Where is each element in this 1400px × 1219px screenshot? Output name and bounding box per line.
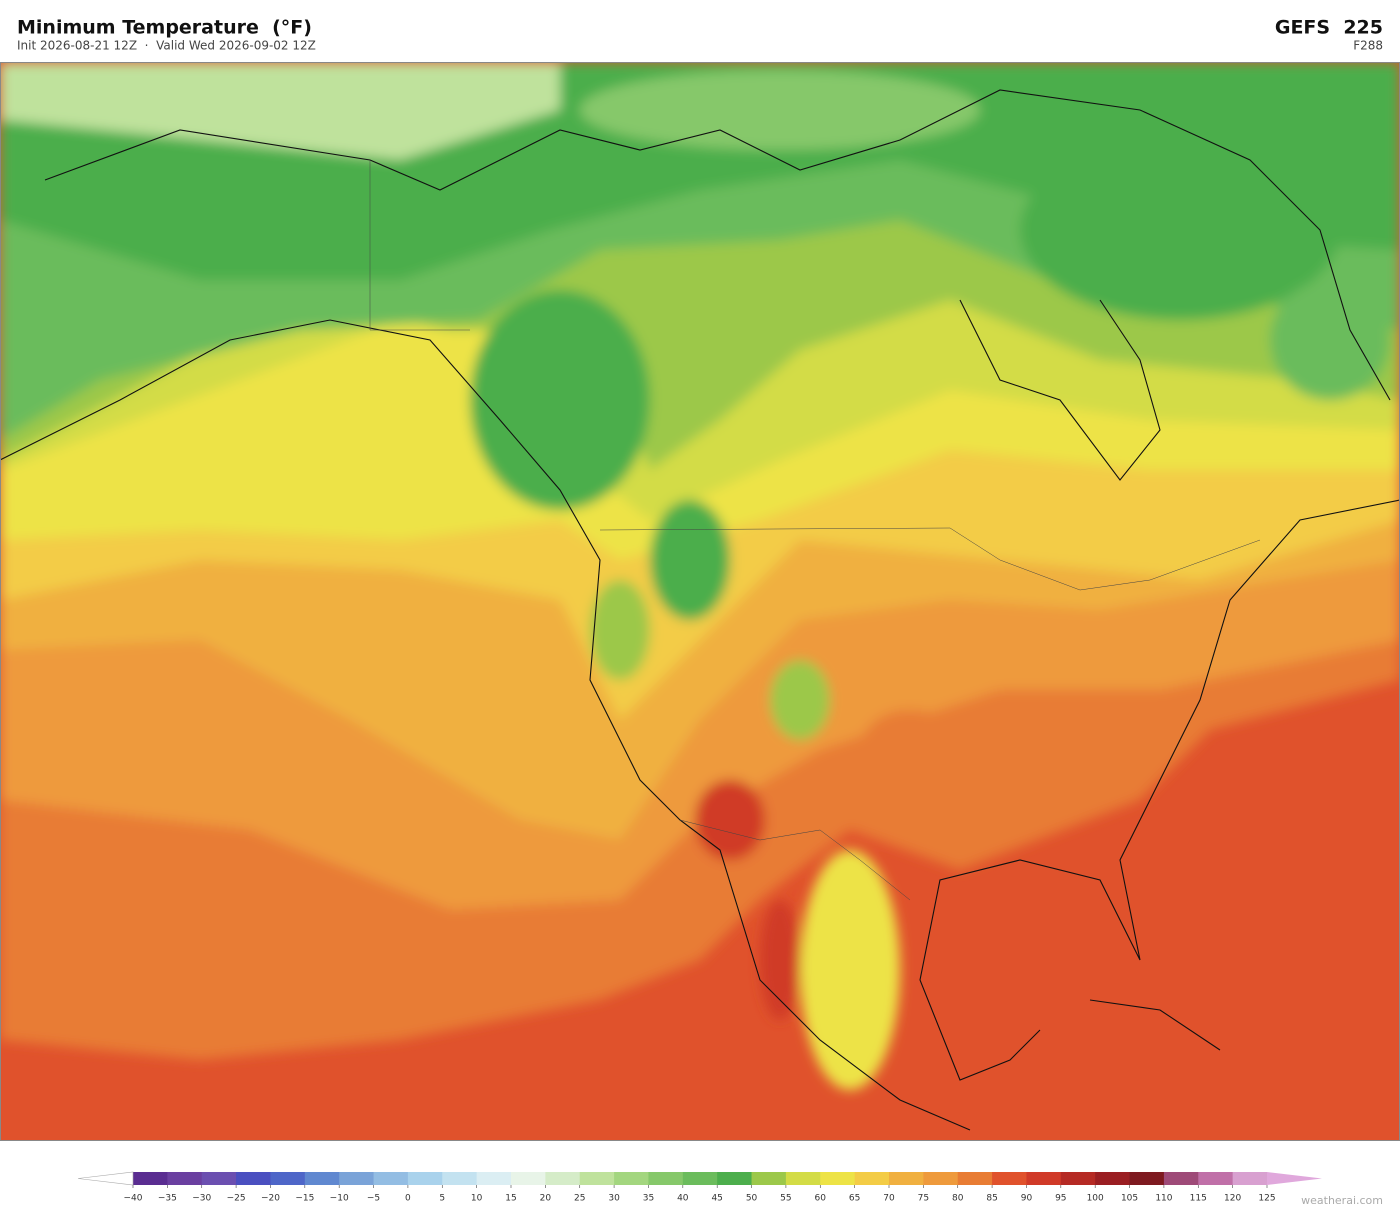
colorbar-tick-label: −15	[295, 1194, 314, 1204]
colorbar-bin	[1198, 1172, 1234, 1185]
colorbar-bin	[648, 1172, 684, 1185]
colorbar-bin	[923, 1172, 959, 1185]
colorbar-tick-label: −40	[124, 1194, 143, 1204]
colorbar-tick-label: 60	[815, 1194, 827, 1204]
colorbar-bin	[1163, 1172, 1199, 1185]
colorbar-tick-label: 115	[1190, 1194, 1207, 1204]
colorbar-tick-label: 45	[711, 1194, 722, 1204]
colorbar-tick-label: 5	[439, 1194, 445, 1204]
field	[0, 62, 1400, 1090]
colorbar-tick-label: 65	[849, 1194, 860, 1204]
colorbar-bin	[751, 1172, 787, 1185]
colorbar-tick-label: 50	[746, 1194, 758, 1204]
colorbar-tick-label: 40	[677, 1194, 689, 1204]
colorbar-tick-label: 35	[643, 1194, 654, 1204]
colorbar-bin	[511, 1172, 546, 1185]
colorbar-bin	[785, 1172, 821, 1185]
borders	[369, 160, 1261, 901]
colorbar-bin	[614, 1172, 649, 1185]
colorbar-bin	[992, 1172, 1027, 1185]
forecast-hour: F288	[1353, 39, 1383, 53]
subtitle: Init 2026-08-21 12Z · Valid Wed 2026-09-…	[17, 39, 316, 53]
colorbar-bin	[201, 1172, 237, 1185]
colorbar-bin	[133, 1172, 168, 1185]
colorbar-tick-label: −20	[261, 1194, 280, 1204]
colorbar-tick-label: 25	[574, 1194, 585, 1204]
colorbar-tick-label: 75	[918, 1194, 929, 1204]
colorbar-bin	[167, 1172, 203, 1185]
title: Minimum Temperature (°F)	[17, 17, 312, 39]
colorbar-tick-label: 100	[1087, 1194, 1104, 1204]
colorbar-tick-label: 70	[883, 1194, 895, 1204]
colorbar-over	[1267, 1172, 1322, 1185]
colorbar-bin	[1232, 1172, 1268, 1185]
colorbar-bin	[854, 1172, 890, 1185]
colorbar-tick-label: 90	[1021, 1194, 1033, 1204]
colorbar-tick-label: 10	[471, 1194, 483, 1204]
colorbar-bin	[476, 1172, 512, 1185]
colorbar-bin	[270, 1172, 306, 1185]
colorbar-bin	[579, 1172, 615, 1185]
colorbar-tick-label: 80	[952, 1194, 964, 1204]
colorbar-bin	[1095, 1172, 1131, 1185]
map	[0, 62, 1400, 1140]
colorbar-bin	[957, 1172, 993, 1185]
colorbar-tick-label: 105	[1121, 1194, 1138, 1204]
colorbar-tick-label: 95	[1055, 1194, 1066, 1204]
watermark: weatherai.com	[1301, 1194, 1383, 1207]
colorbar-bin	[304, 1172, 340, 1185]
colorbar-bin	[407, 1172, 443, 1185]
colorbar-bin	[442, 1172, 478, 1185]
colorbar-tick-label: −30	[192, 1194, 211, 1204]
colorbar-tick-label: 85	[986, 1194, 997, 1204]
colorbar-tick-label: 0	[405, 1194, 411, 1204]
colorbar-bin	[339, 1172, 375, 1185]
colorbar-bin	[717, 1172, 753, 1185]
model: GEFS 225	[1275, 17, 1383, 39]
colorbar-tick-label: 15	[505, 1194, 516, 1204]
colorbar-tick-label: 125	[1258, 1194, 1275, 1204]
colorbar-tick-label: −10	[330, 1194, 349, 1204]
colorbar-under	[77, 1171, 134, 1186]
colorbar-bin	[889, 1172, 924, 1185]
colorbar-bin	[820, 1172, 856, 1185]
colorbar-bin	[1026, 1172, 1062, 1185]
colorbar-tick-label: 110	[1155, 1194, 1172, 1204]
colorbar-tick-label: −25	[227, 1194, 246, 1204]
colorbar-tick-label: 30	[608, 1194, 620, 1204]
colorbar-bin	[1060, 1172, 1096, 1185]
colorbar-tick-label: −5	[367, 1194, 380, 1204]
colorbar-tick-label: 120	[1224, 1194, 1241, 1204]
coastline	[0, 89, 1400, 1131]
colorbar-tick-label: 20	[540, 1194, 552, 1204]
colorbar-bin	[545, 1172, 581, 1185]
colorbar-bin	[1129, 1172, 1165, 1185]
colorbar-tick-label: 55	[780, 1194, 791, 1204]
colorbar: −40 −35 −30 −25 −20 −15 −10 −5 0 5 10 15 20 25 30 35 40 4…	[77, 1171, 1322, 1204]
colorbar-bin	[373, 1172, 409, 1185]
colorbar-tick-label: −35	[158, 1194, 177, 1204]
colorbar-bin	[236, 1172, 271, 1185]
colorbar-bin	[682, 1172, 718, 1185]
